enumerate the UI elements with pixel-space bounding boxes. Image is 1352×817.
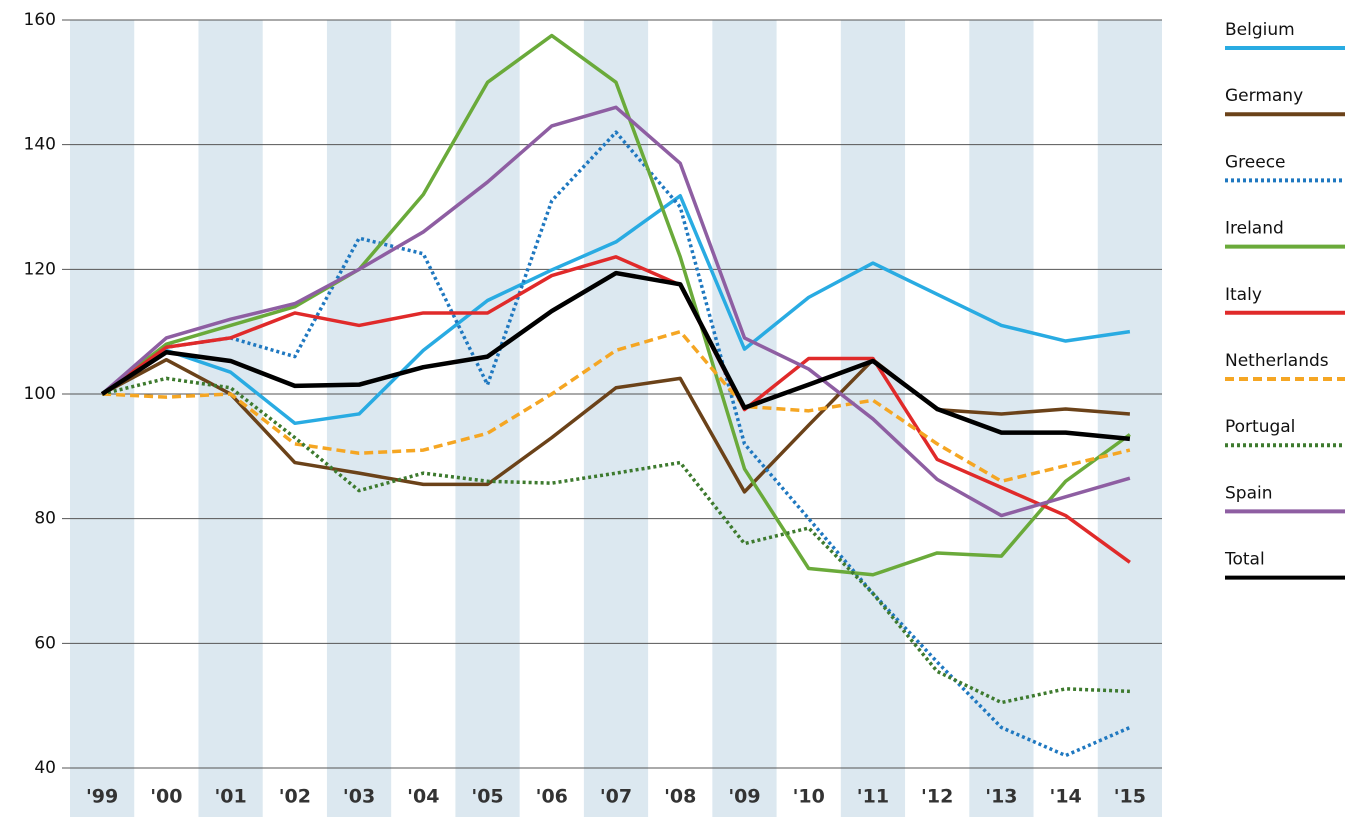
legend-label: Portugal <box>1225 417 1295 437</box>
y-tick-label: 140 <box>24 135 56 155</box>
column-band <box>70 20 135 817</box>
x-tick-label: '12 <box>921 786 953 808</box>
series-line <box>101 194 1131 426</box>
column-band <box>712 20 777 817</box>
legend-label: Greece <box>1225 152 1286 172</box>
legend-label: Spain <box>1225 483 1273 503</box>
legend-label: Belgium <box>1225 20 1295 40</box>
x-tick-label: '15 <box>1114 786 1146 808</box>
x-tick-label: '01 <box>214 786 246 808</box>
column-band <box>1097 20 1162 817</box>
y-tick-label: 160 <box>24 10 56 30</box>
legend-label: Total <box>1224 550 1265 570</box>
column-band <box>455 20 520 817</box>
legend-label: Italy <box>1225 285 1262 305</box>
legend-label: Ireland <box>1225 219 1284 239</box>
x-tick-label: '10 <box>793 786 825 808</box>
y-tick-label: 100 <box>24 384 56 404</box>
y-tick-label: 120 <box>24 259 56 279</box>
series-line <box>101 255 1131 564</box>
x-tick-label: '03 <box>343 786 375 808</box>
x-tick-label: '06 <box>536 786 568 808</box>
x-tick-label: '07 <box>600 786 632 808</box>
series-line <box>101 130 1131 758</box>
x-tick-label: '14 <box>1050 786 1082 808</box>
x-tick-label: '99 <box>86 786 118 808</box>
x-tick-label: '04 <box>407 786 439 808</box>
series-line <box>100 105 1131 518</box>
y-tick-label: 40 <box>34 758 56 778</box>
legend-label: Germany <box>1225 86 1303 106</box>
x-tick-label: '13 <box>985 786 1017 808</box>
x-tick-label: '11 <box>857 786 889 808</box>
y-tick-label: 80 <box>34 509 56 529</box>
x-tick-label: '08 <box>664 786 696 808</box>
legend-label: Netherlands <box>1225 351 1329 371</box>
series-line <box>100 270 1131 442</box>
x-tick-label: '02 <box>279 786 311 808</box>
x-tick-label: '00 <box>150 786 182 808</box>
series-line <box>101 357 1131 494</box>
series-line <box>102 329 1131 484</box>
y-tick-label: 60 <box>34 633 56 653</box>
x-tick-label: '09 <box>728 786 760 808</box>
column-band <box>969 20 1034 817</box>
series-line <box>101 33 1131 577</box>
x-tick-label: '05 <box>471 786 503 808</box>
